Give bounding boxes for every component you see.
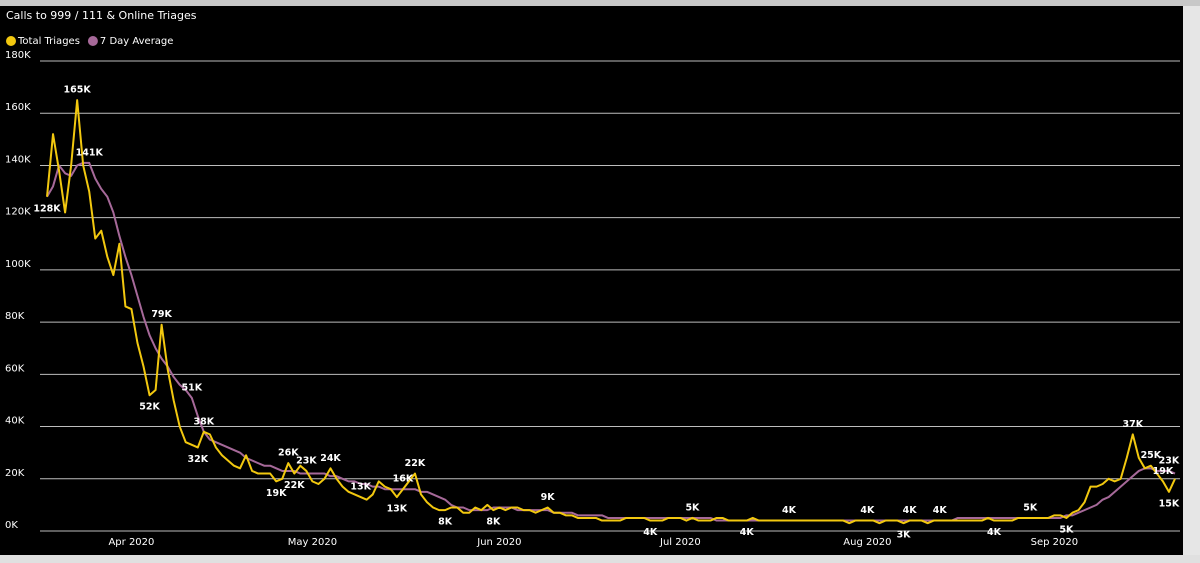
data-label: 4K — [782, 505, 797, 516]
data-label: 141K — [76, 147, 104, 158]
legend-marker — [87, 36, 98, 46]
scroll-area — [1183, 6, 1200, 555]
data-label: 38K — [194, 416, 215, 427]
data-label: 13K — [350, 482, 371, 493]
data-label: 4K — [860, 505, 875, 516]
data-label: 15K — [1159, 498, 1180, 509]
data-label: 24K — [320, 453, 341, 464]
data-label: 5K — [1023, 502, 1038, 513]
data-label: 8K — [486, 517, 501, 528]
data-label: 4K — [933, 505, 948, 516]
series-line — [46, 99, 1176, 525]
top-bar — [0, 0, 1200, 6]
data-label: 128K — [33, 203, 61, 214]
data-label: 22K — [284, 480, 305, 491]
y-tick-label: 80K — [5, 311, 25, 322]
chart-title: Calls to 999 / 111 & Online Triages — [6, 9, 197, 22]
data-label: 4K — [903, 505, 918, 516]
y-tick-label: 180K — [5, 50, 31, 61]
data-label: 32K — [188, 454, 209, 465]
y-tick-label: 40K — [5, 416, 25, 427]
x-tick-label: Aug 2020 — [843, 537, 891, 548]
data-label: 19K — [1153, 466, 1174, 477]
data-label: 13K — [387, 504, 408, 515]
data-label: 52K — [139, 402, 160, 413]
y-tick-label: 160K — [5, 102, 31, 113]
x-tick-label: Jun 2020 — [476, 537, 521, 548]
y-tick-label: 20K — [5, 468, 25, 479]
data-label: 37K — [1122, 419, 1143, 430]
y-tick-label: 120K — [5, 207, 31, 218]
y-tick-label: 100K — [5, 259, 31, 270]
data-label: 22K — [405, 458, 426, 469]
chart-background — [0, 6, 1183, 555]
x-tick-label: Jul 2020 — [659, 537, 701, 548]
data-label: 4K — [987, 527, 1002, 538]
data-label: 8K — [438, 517, 453, 528]
data-label: 26K — [278, 448, 299, 459]
data-label: 5K — [1059, 524, 1074, 535]
data-label: 25K — [1141, 450, 1162, 461]
data-label: 51K — [181, 382, 202, 393]
bottom-bar — [0, 555, 1200, 563]
data-label: 23K — [1159, 455, 1180, 466]
data-label: 23K — [296, 455, 317, 466]
data-label: 16K — [393, 474, 414, 485]
data-label: 4K — [643, 527, 658, 538]
y-tick-label: 60K — [5, 363, 25, 374]
legend-label: 7 Day Average — [100, 36, 174, 47]
data-label: 79K — [151, 309, 172, 320]
x-tick-label: May 2020 — [288, 537, 337, 548]
y-tick-label: 0K — [5, 520, 18, 531]
legend-marker — [6, 36, 16, 46]
data-label: 5K — [685, 502, 700, 513]
data-label: 3K — [897, 530, 912, 541]
data-label: 19K — [266, 488, 287, 499]
x-tick-label: Apr 2020 — [108, 537, 154, 548]
legend-label: Total Triages — [17, 36, 80, 47]
y-tick-label: 140K — [5, 154, 31, 165]
x-tick-label: Sep 2020 — [1031, 537, 1078, 548]
data-label: 165K — [64, 85, 92, 96]
data-label: 9K — [541, 492, 556, 503]
data-label: 4K — [740, 527, 755, 538]
